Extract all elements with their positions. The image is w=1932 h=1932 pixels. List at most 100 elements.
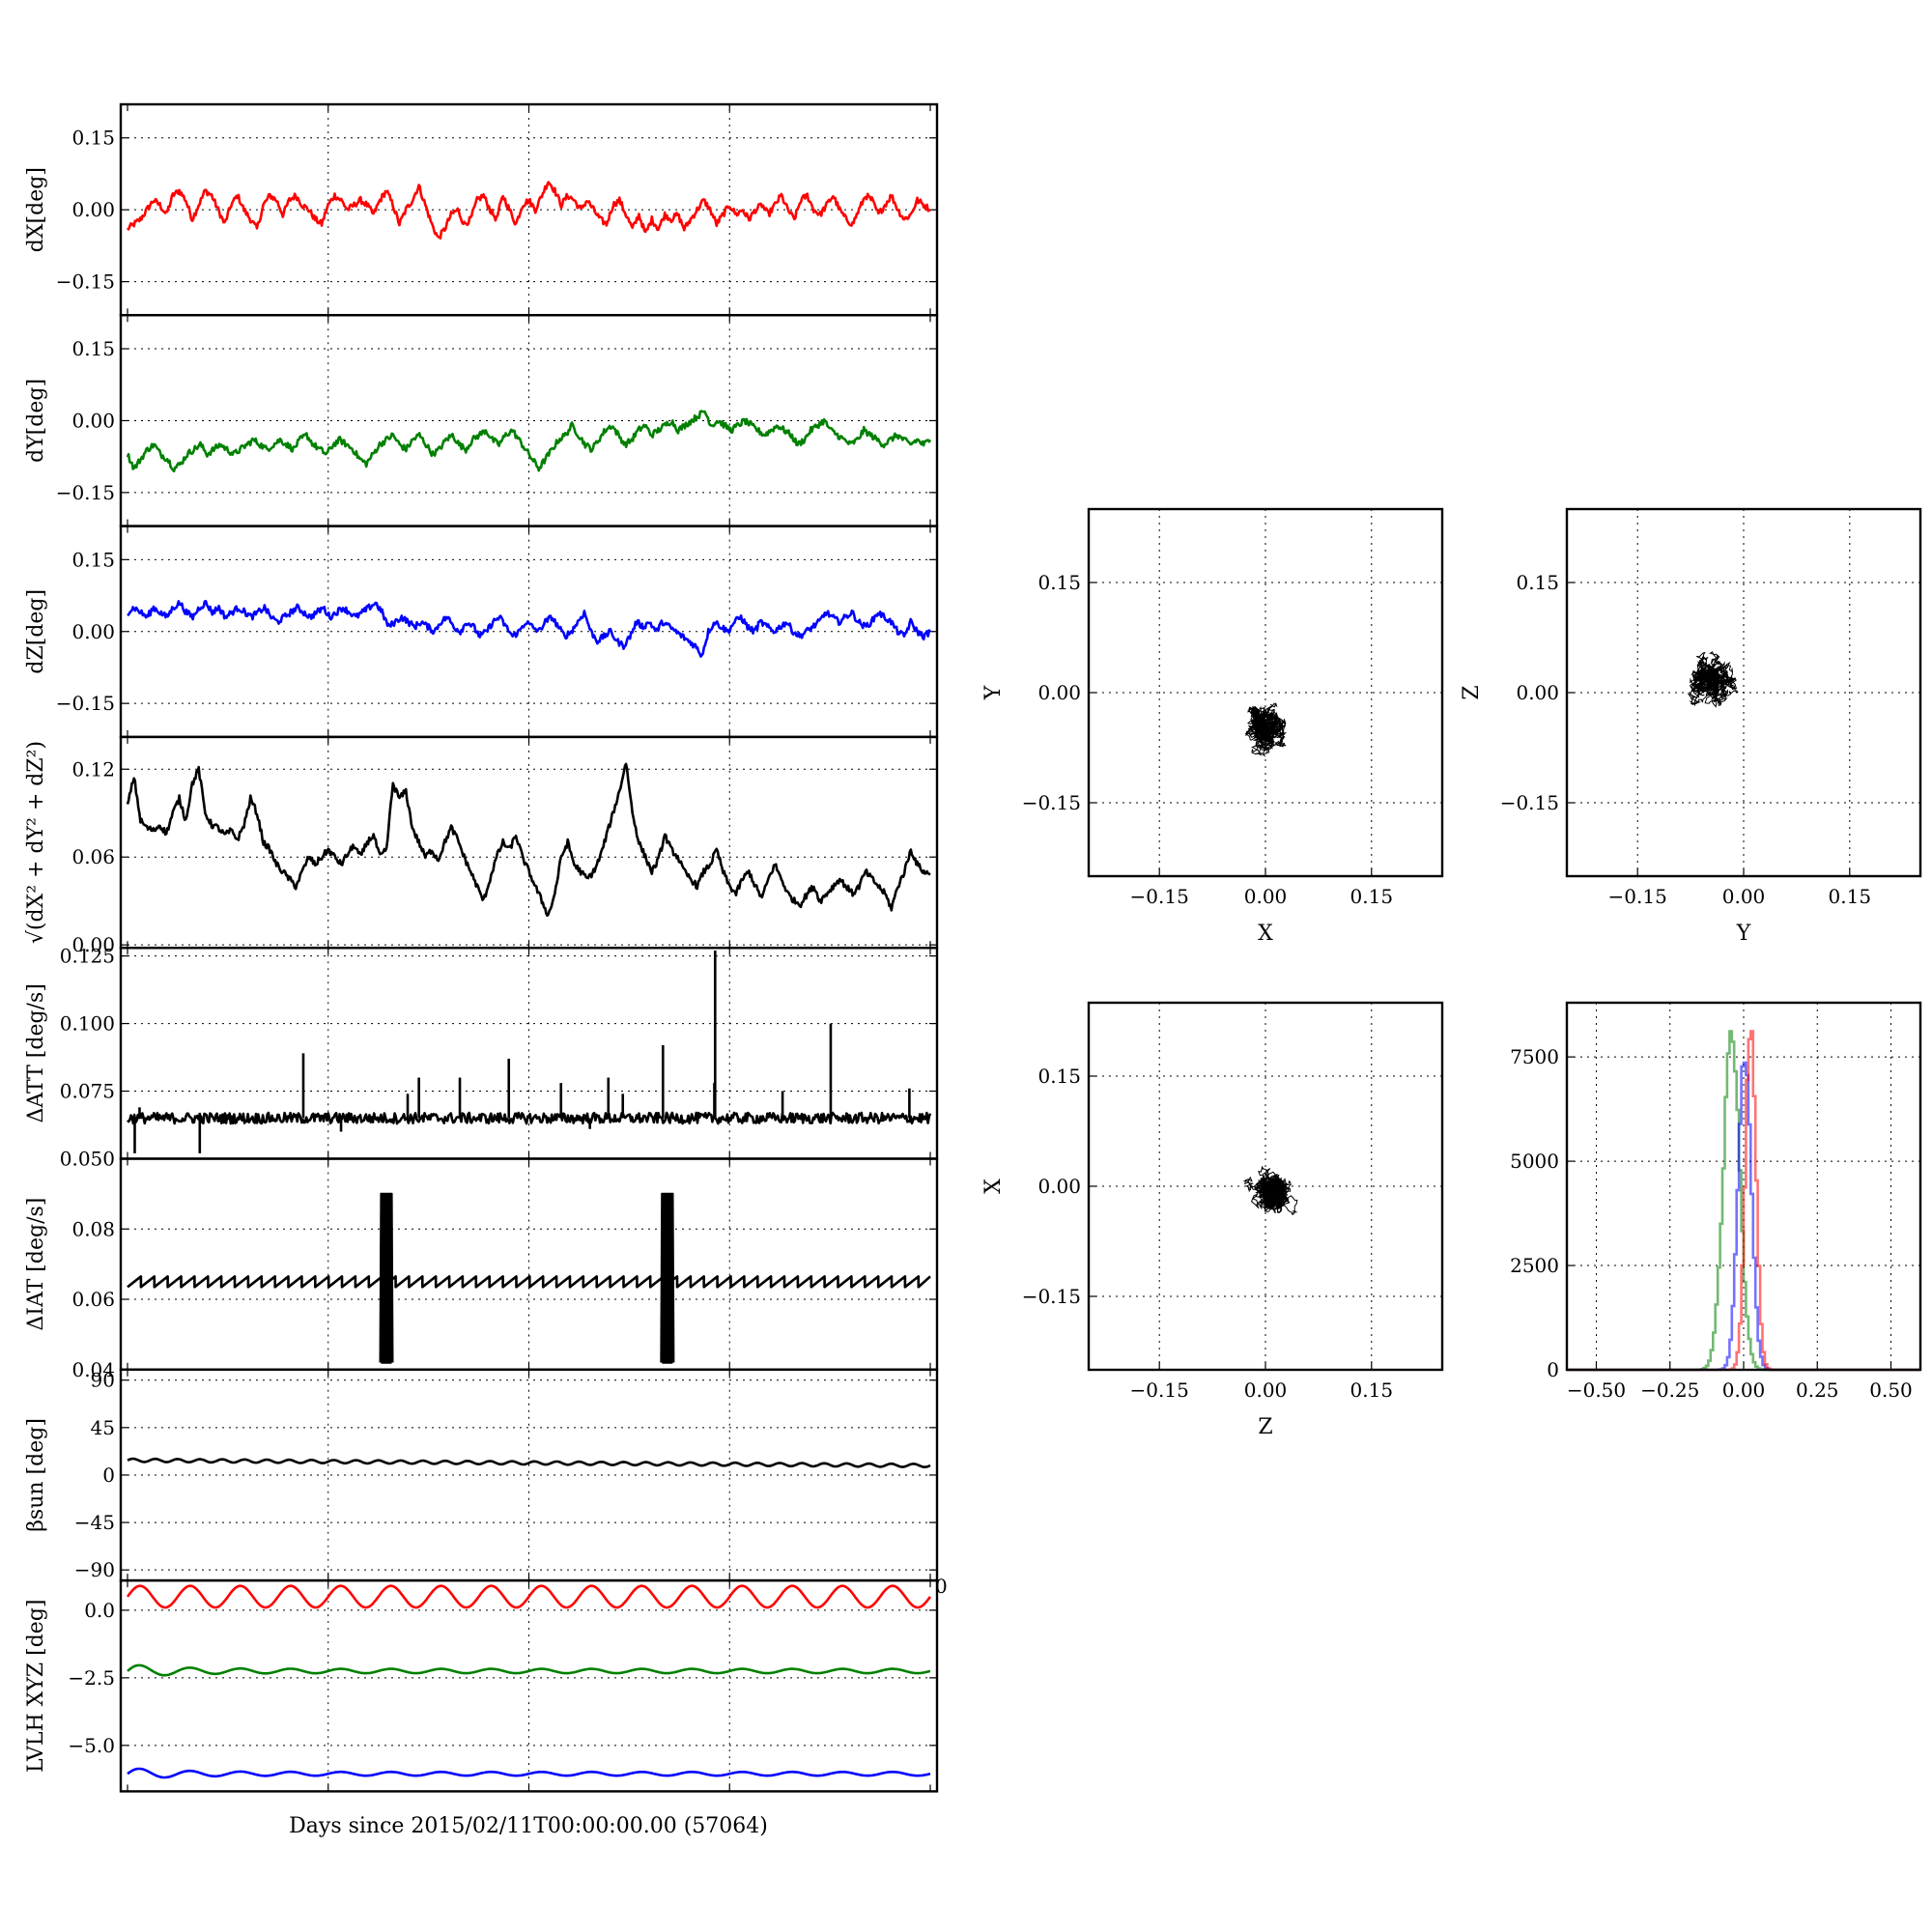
ytick-label-dY-2: 0.15 <box>71 337 115 360</box>
panel-dZ: −0.15 0.00 0.15 dZ[deg] <box>24 525 939 739</box>
ytick-label-beta-1: −45 <box>74 1511 115 1534</box>
series-line-dY-0 <box>126 410 932 473</box>
ytick-label-dZ-0: −0.15 <box>56 692 115 715</box>
ytick-label-dX-1: 0.00 <box>71 198 115 221</box>
panel-dIAT: 0.04 0.06 0.08 ΔIAT [deg/s] <box>24 1157 939 1381</box>
ytick-label-histogram-0: 0 <box>1547 1358 1559 1381</box>
series-line-lvlh-2 <box>127 1767 931 1779</box>
ylabel-scatterYZ: Z <box>1460 685 1484 699</box>
ylabel-lvlh: LVLH XYZ [deg] <box>24 1600 48 1774</box>
ytick-label-dIAT-1: 0.06 <box>71 1288 115 1311</box>
panel-dY: −0.15 0.00 0.15 dY[deg] <box>24 314 939 527</box>
xtick-label-scatterYZ-2: 0.15 <box>1829 885 1872 908</box>
xtick-label-histogram-4: 0.50 <box>1869 1378 1913 1402</box>
ytick-label-beta-2: 0 <box>102 1463 115 1487</box>
panel-beta: −90 −45 0 45 90 βsun [deg] <box>24 1368 939 1582</box>
frame-scatterZX <box>1087 1001 1444 1372</box>
ytick-label-dR-0: 0.00 <box>71 933 115 956</box>
hist-series-2 <box>1567 1030 1920 1372</box>
scatter-track-scatterYZ <box>1687 651 1739 708</box>
xlabel-scatterYZ: Y <box>1736 922 1751 946</box>
frame-dIAT <box>119 1157 939 1372</box>
ytick-label-dZ-2: 0.15 <box>71 548 115 571</box>
frame-lvlh <box>119 1578 939 1793</box>
ytick-label-beta-4: 90 <box>91 1369 115 1392</box>
ytick-label-dIAT-0: 0.04 <box>71 1358 115 1381</box>
ytick-label-scatterXY-2: 0.15 <box>1037 571 1081 594</box>
ytick-label-dATT-0: 0.050 <box>60 1148 115 1171</box>
ytick-label-scatterZX-2: 0.15 <box>1037 1065 1081 1088</box>
panel-scatterYZ: −0.15 0.00 0.15 −0.15 0.00 0.15 Y Z <box>1460 507 1922 946</box>
ytick-label-dX-0: −0.15 <box>56 270 115 294</box>
series-line-dZ-0 <box>127 599 931 658</box>
panel-dX: −0.15 0.00 0.15 dX[deg] <box>24 102 939 317</box>
ylabel-dATT: ΔATT [deg/s] <box>24 983 48 1122</box>
frame-scatterXY <box>1087 507 1444 878</box>
ytick-label-beta-3: 45 <box>91 1416 115 1439</box>
ylabel-dX: dX[deg] <box>24 167 48 252</box>
ytick-label-dX-2: 0.15 <box>71 127 115 150</box>
ylabel-beta: βsun [deg] <box>24 1418 48 1532</box>
ytick-label-histogram-2: 5000 <box>1510 1150 1559 1173</box>
xtick-label-histogram-2: 0.00 <box>1722 1378 1766 1402</box>
panel-dATT: 0.050 0.075 0.100 0.125 ΔATT [deg/s] <box>24 945 939 1171</box>
ytick-label-dATT-2: 0.100 <box>60 1012 115 1036</box>
ytick-label-dY-0: −0.15 <box>56 481 115 504</box>
ytick-label-scatterXY-0: −0.15 <box>1022 791 1081 814</box>
ytick-label-lvlh-2: 0.0 <box>84 1599 115 1622</box>
panel-scatterXY: −0.15 0.00 0.15 −0.15 0.00 0.15 X Y <box>981 507 1444 946</box>
ytick-label-dR-1: 0.06 <box>71 845 115 868</box>
frame-histogram <box>1565 1001 1922 1372</box>
xtick-label-scatterZX-2: 0.15 <box>1350 1378 1394 1402</box>
ytick-label-histogram-3: 7500 <box>1510 1045 1559 1068</box>
ytick-label-dY-1: 0.00 <box>71 409 115 432</box>
frame-dATT <box>119 947 939 1160</box>
x-axis-label: Days since 2015/02/11T00:00:00.00 (57064… <box>289 1814 768 1838</box>
series-line-dR-0 <box>126 762 931 918</box>
ylabel-dR: √(dX² + dY² + dZ²) <box>24 741 48 944</box>
ytick-label-scatterYZ-1: 0.00 <box>1516 681 1559 704</box>
scatter-track-scatterZX <box>1242 1165 1298 1215</box>
burst-dIAT-1 <box>660 1192 675 1364</box>
ytick-label-lvlh-1: −2.5 <box>68 1666 115 1690</box>
burst-dIAT-0 <box>379 1192 394 1364</box>
ytick-label-histogram-1: 2500 <box>1510 1254 1559 1277</box>
series-line-dATT <box>127 1111 932 1125</box>
series-line-lvlh-0 <box>126 1584 932 1609</box>
ytick-label-lvlh-0: −5.0 <box>68 1734 115 1757</box>
ytick-label-dATT-3: 0.125 <box>60 945 115 968</box>
frame-dR <box>119 735 939 950</box>
xtick-label-scatterYZ-0: −0.15 <box>1608 885 1667 908</box>
ylabel-scatterZX: X <box>981 1179 1006 1194</box>
ylabel-dZ: dZ[deg] <box>24 589 48 674</box>
xtick-label-histogram-3: 0.25 <box>1796 1378 1839 1402</box>
panel-scatterZX: −0.15 0.00 0.15 −0.15 0.00 0.15 Z X <box>981 1001 1444 1439</box>
xtick-label-scatterXY-1: 0.00 <box>1244 885 1288 908</box>
ylabel-dIAT: ΔIAT [deg/s] <box>24 1198 48 1331</box>
frame-scatterYZ <box>1565 507 1922 878</box>
ytick-label-dR-2: 0.12 <box>71 757 115 781</box>
xtick-label-scatterXY-0: −0.15 <box>1130 885 1189 908</box>
xtick-label-scatterYZ-1: 0.00 <box>1722 885 1766 908</box>
ytick-label-dIAT-2: 0.08 <box>71 1217 115 1240</box>
ylabel-scatterXY: Y <box>981 685 1006 700</box>
xtick-label-histogram-1: −0.25 <box>1640 1378 1699 1402</box>
panel-histogram: −0.50 −0.25 0.00 0.25 0.50 0 2500 5000 7500 <box>1510 1001 1922 1402</box>
xtick-label-scatterZX-0: −0.15 <box>1130 1378 1189 1402</box>
ylabel-dY: dY[deg] <box>24 379 48 463</box>
scatter-track-scatterXY <box>1244 701 1288 757</box>
ytick-label-scatterYZ-2: 0.15 <box>1516 571 1559 594</box>
series-line-lvlh-1 <box>127 1663 931 1677</box>
ytick-label-scatterZX-1: 0.00 <box>1037 1175 1081 1198</box>
xlabel-scatterZX: Z <box>1258 1415 1272 1439</box>
series-line-dIAT <box>127 1275 931 1289</box>
panel-dR: 0.00 0.06 0.12 √(dX² + dY² + dZ²) <box>24 735 939 956</box>
xtick-label-histogram-0: −0.50 <box>1567 1378 1626 1402</box>
series-line-dX-0 <box>126 181 931 240</box>
xtick-label-scatterZX-1: 0.00 <box>1244 1378 1288 1402</box>
ytick-label-scatterYZ-0: −0.15 <box>1500 791 1559 814</box>
ytick-label-scatterZX-0: −0.15 <box>1022 1285 1081 1308</box>
ytick-label-beta-0: −90 <box>74 1558 115 1581</box>
